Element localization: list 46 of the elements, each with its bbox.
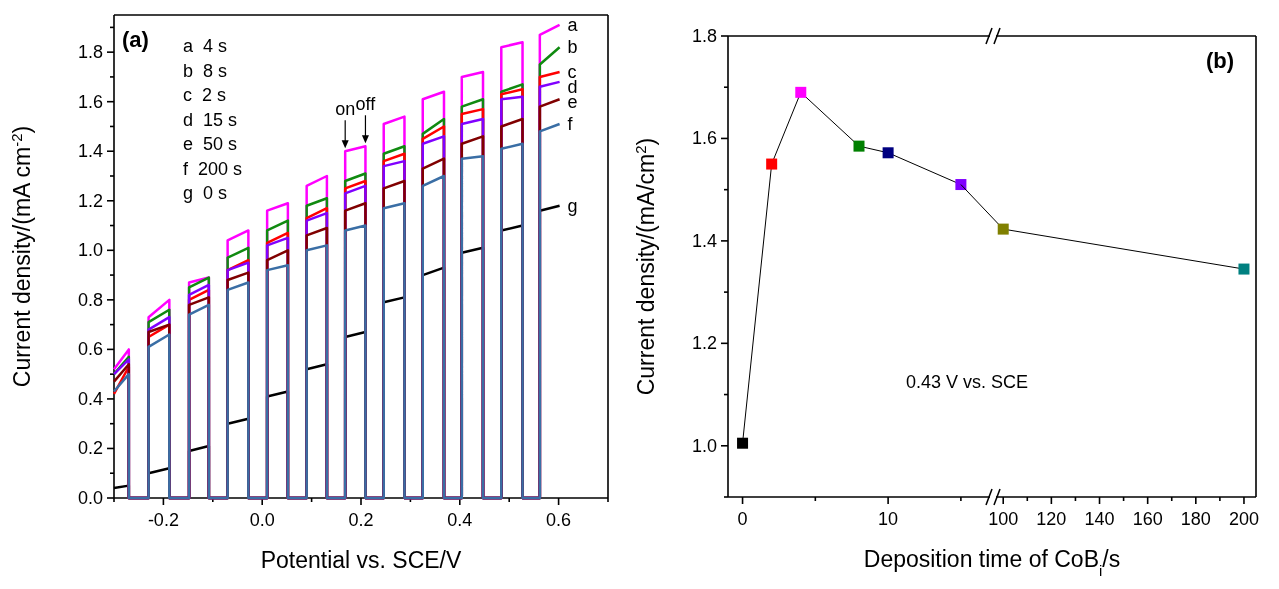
- x-tick-label: 0.2: [348, 510, 374, 530]
- annotation: a 4 s: [183, 36, 228, 56]
- y-tick-label: 0.4: [77, 388, 103, 409]
- text: (b): [1205, 48, 1234, 73]
- y-tick-label: 1.4: [691, 230, 717, 251]
- annotation: f 200 s: [183, 158, 243, 179]
- y-tick-label: 1.2: [77, 190, 103, 211]
- x-tick-label: 140: [1084, 509, 1115, 529]
- annotation: b 8 s: [183, 60, 228, 81]
- y-tick-label: 0.6: [77, 339, 103, 360]
- annotation: 0.43 V vs. SCE: [906, 372, 1029, 392]
- series-label: b: [567, 37, 578, 58]
- y-tick-label: 1.8: [691, 26, 717, 46]
- y-tick-label: 0.8: [77, 289, 103, 310]
- x-tick-label: 10: [878, 509, 899, 529]
- x-axis-title: Potential vs. SCE/V: [260, 547, 463, 573]
- x-tick-label: 0.4: [447, 510, 473, 530]
- annotation: g 0 s: [183, 183, 228, 203]
- y-tick-label: 0.0: [77, 488, 103, 508]
- series-label: g: [567, 195, 578, 216]
- x-tick-label: 200: [1228, 509, 1259, 529]
- x-tick-label: 120: [1036, 509, 1067, 529]
- annotation: e 50 s: [183, 134, 238, 154]
- annotation: c 2 s: [183, 85, 227, 105]
- annotation: on: [335, 99, 356, 120]
- x-tick-label: 100: [988, 509, 1019, 529]
- y-tick-label: 1.0: [77, 240, 103, 261]
- x-tick-label: 180: [1180, 509, 1211, 529]
- annotation: d 15 s: [183, 109, 238, 130]
- y-tick-label: 1.4: [77, 141, 103, 162]
- x-axis-title: Deposition time of CoB$_{i}$/s: [863, 546, 1121, 579]
- x-tick-label: 160: [1132, 509, 1163, 529]
- text: (a): [122, 27, 149, 52]
- x-tick-label: 0: [737, 509, 748, 529]
- series-label: f: [567, 113, 574, 134]
- y-tick-label: 1.6: [77, 91, 103, 112]
- series-label: a: [567, 14, 579, 35]
- x-tick-label: 0.6: [546, 510, 572, 530]
- x-tick-label: 0.0: [249, 510, 275, 530]
- y-tick-label: 1.0: [691, 435, 717, 456]
- y-tick-label: 0.2: [77, 438, 103, 459]
- y-tick-label: 1.6: [691, 128, 717, 149]
- annotation: off: [355, 94, 377, 115]
- y-tick-label: 1.2: [691, 333, 717, 354]
- x-tick-label: -0.2: [147, 510, 179, 530]
- y-tick-label: 1.8: [77, 42, 103, 63]
